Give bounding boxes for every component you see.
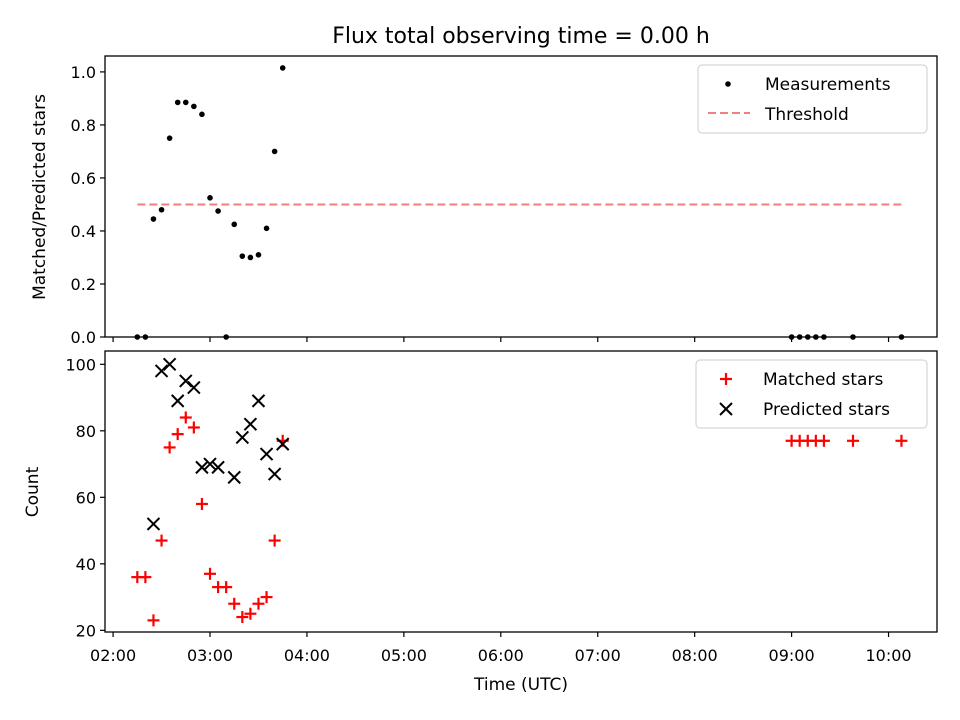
x-tick-label: 04:00 (284, 646, 330, 665)
top-y-axis-label: Matched/Predicted stars (30, 94, 50, 300)
measurement-point (166, 135, 173, 141)
y-tick-label: 100 (65, 355, 96, 374)
top-axes: Matched/Predicted stars 0.0 0.2 0.4 0.6 0.8 1… (30, 55, 938, 347)
measurement-point (271, 148, 278, 155)
matched-star-point (220, 581, 233, 594)
y-tick-label: 0.0 (71, 328, 96, 347)
matched-star-point (171, 428, 184, 441)
predicted-star-point (227, 470, 241, 485)
x-axis-label: Time (UTC) (473, 675, 568, 695)
bottom-y-axis-label: Count (23, 466, 43, 517)
x-tick-label: 09:00 (769, 646, 815, 665)
matched-star-point (195, 497, 208, 510)
predicted-star-point (187, 380, 201, 395)
x-tick-label: 10:00 (865, 646, 911, 665)
legend-predicted-label: Predicted stars (763, 400, 890, 420)
predicted-star-point (154, 364, 169, 378)
bottom-axes-frame (104, 350, 938, 633)
predicted-star-point (211, 460, 225, 475)
predicted-star-point (251, 394, 266, 408)
predicted-star-point (170, 394, 185, 408)
measurement-point (255, 252, 262, 258)
chart-title: Flux total observing time = 0.00 h (332, 24, 710, 49)
y-tick-label: 40 (76, 555, 96, 574)
predicted-star-point (235, 430, 250, 445)
predicted-star-point (146, 517, 161, 531)
y-tick-label: 0.4 (71, 222, 96, 241)
matched-star-point (236, 611, 249, 624)
measurement-point (247, 254, 254, 261)
x-tick-label: 03:00 (187, 646, 233, 665)
legend-measurements-marker (725, 81, 731, 87)
bottom-plot-area (131, 357, 908, 627)
legend-threshold-label: Threshold (764, 105, 849, 125)
y-tick-label: 80 (76, 422, 96, 441)
legend-matched-marker (720, 373, 732, 385)
matched-star-point (260, 591, 273, 604)
measurement-point (150, 216, 157, 222)
measurement-point (191, 103, 197, 110)
predicted-star-point (243, 417, 258, 431)
top-y-ticks: 0.0 0.2 0.4 0.6 0.8 1.0 (71, 63, 105, 347)
predicted-star-point (203, 457, 217, 471)
matched-star-point (228, 597, 241, 610)
bottom-y-ticks: 20 40 60 80 100 (65, 355, 105, 640)
measurement-point (215, 208, 221, 214)
matched-star-point (204, 567, 217, 580)
matched-star-point (846, 434, 859, 447)
top-legend: Measurements Threshold (697, 64, 928, 134)
matched-star-point (155, 534, 168, 547)
matched-star-point (179, 411, 192, 424)
predicted-star-point (179, 374, 193, 388)
matched-star-point (252, 597, 265, 610)
predicted-star-point (267, 467, 282, 481)
matched-star-point (895, 434, 908, 447)
predicted-star-point (276, 437, 290, 451)
x-tick-label: 07:00 (575, 646, 621, 665)
measurement-point (207, 195, 213, 201)
predicted-star-point (162, 357, 177, 372)
matched-star-point (163, 441, 176, 454)
legend-predicted-marker (719, 402, 733, 416)
matched-star-point (817, 434, 830, 447)
y-tick-label: 0.8 (71, 116, 96, 135)
y-tick-label: 1.0 (71, 63, 96, 82)
matched-star-point (187, 421, 200, 434)
measurement-point (239, 253, 246, 259)
predicted-star-point (259, 447, 274, 461)
measurement-point (263, 225, 270, 232)
predicted-star-point (195, 460, 209, 475)
matched-star-point (139, 571, 152, 584)
y-tick-label: 60 (76, 488, 96, 507)
top-x-ticks (112, 337, 890, 342)
y-tick-label: 0.2 (71, 275, 96, 294)
matched-star-point (268, 534, 281, 547)
top-plot-area (134, 65, 905, 340)
y-tick-label: 0.6 (71, 169, 96, 188)
x-tick-label: 02:00 (90, 646, 136, 665)
measurement-point (182, 99, 189, 106)
measurement-point (174, 99, 181, 106)
legend-measurements-label: Measurements (765, 75, 891, 95)
legend-matched-label: Matched stars (763, 370, 883, 390)
bottom-x-ticks: 02:00 03:00 04:00 05:00 06:00 07:00 08:00 09:00… (90, 632, 912, 665)
top-axes-frame (104, 55, 938, 338)
measurement-point (199, 111, 205, 118)
matched-star-point (244, 607, 257, 620)
measurement-point (231, 221, 238, 228)
x-tick-label: 08:00 (672, 646, 718, 665)
y-tick-label: 20 (76, 621, 96, 640)
matched-star-point (147, 614, 160, 627)
measurement-point (158, 206, 165, 213)
bottom-legend: Matched stars Predicted stars (695, 359, 928, 429)
measurement-point (279, 65, 286, 71)
x-tick-label: 06:00 (478, 646, 524, 665)
x-tick-label: 05:00 (381, 646, 427, 665)
